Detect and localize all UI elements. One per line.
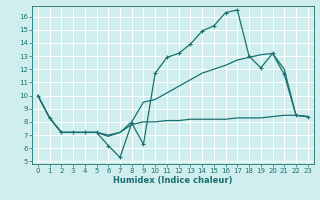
X-axis label: Humidex (Indice chaleur): Humidex (Indice chaleur)	[113, 176, 233, 185]
